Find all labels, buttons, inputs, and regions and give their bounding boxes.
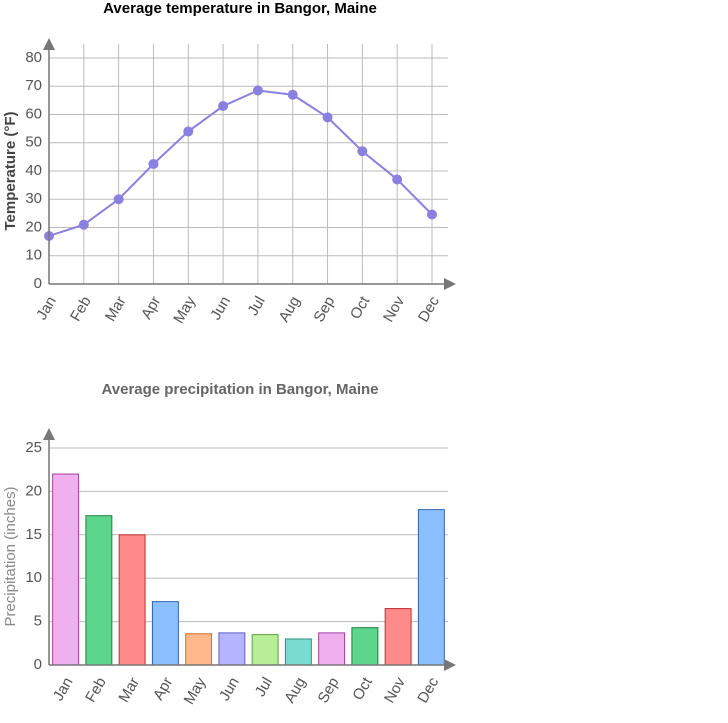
x-tick-label: Aug [281,674,309,706]
x-tick-label: Sep [314,674,342,706]
point [113,194,124,205]
point [427,209,437,220]
chart-title: Average precipitation in Bangor, Maine [101,381,378,398]
y-tick-label: 60 [25,105,42,122]
bar [318,632,346,666]
x-tick-label: Mar [115,674,143,705]
bar [251,634,279,666]
x-tick-label: May [170,293,199,326]
point [78,219,89,230]
y-tick-label: 50 [25,134,42,151]
x-tick-label: Jul [252,674,276,699]
y-tick-label: 25 [25,439,42,456]
x-tick-label: Jun [207,293,234,322]
bar [351,627,379,666]
bar [417,509,445,666]
y-tick-label: 20 [25,482,42,499]
y-tick-label: 40 [25,162,42,179]
y-tick-label: 0 [34,656,42,673]
point [252,85,263,96]
y-tick-label: 10 [25,247,42,264]
x-tick-label: Dec [414,674,442,706]
bar [118,534,146,666]
chart-title: Average temperature in Bangor, Maine [103,0,377,17]
bar [52,473,80,666]
y-tick-label: 70 [25,77,42,94]
y-tick-label: 30 [25,190,42,207]
x-tick-label: Oct [347,293,374,322]
x-tick-label: Dec [415,293,443,325]
y-tick-label: 10 [25,569,42,586]
y-tick-label: 20 [25,218,42,235]
y-axis-label: Precipitation (inches) [2,486,19,626]
point [218,101,229,112]
x-tick-label: Jan [33,293,60,322]
x-tick-label: Jun [216,674,243,703]
x-tick-label: Apr [150,674,176,703]
x-tick-label: Feb [82,674,110,705]
y-axis-label: Temperature (°F) [2,111,19,230]
y-tick-label: 15 [25,526,42,543]
point [357,146,368,157]
point [148,158,159,169]
bar [185,633,213,666]
bar [218,632,246,666]
point [322,112,333,123]
bar [284,638,312,666]
line [48,89,433,237]
y-tick-label: 0 [34,275,42,292]
y-tick-label: 5 [34,613,42,630]
x-tick-label: Feb [67,293,95,324]
x-tick-label: Apr [138,293,164,322]
bar [151,601,179,666]
x-tick-label: Sep [310,293,338,325]
x-tick-label: Aug [276,293,304,325]
y-tick-label: 80 [25,49,42,66]
x-tick-label: Jan [50,674,77,703]
x-tick-label: Oct [349,674,376,703]
x-tick-label: May [181,674,210,707]
x-tick-label: Nov [380,293,408,325]
bar [384,608,412,666]
x-tick-label: Mar [102,293,130,324]
point [392,174,403,185]
bar [85,515,113,666]
point [183,126,194,137]
x-tick-label: Nov [381,674,409,706]
x-tick-label: Jul [244,293,268,318]
point [287,89,298,100]
